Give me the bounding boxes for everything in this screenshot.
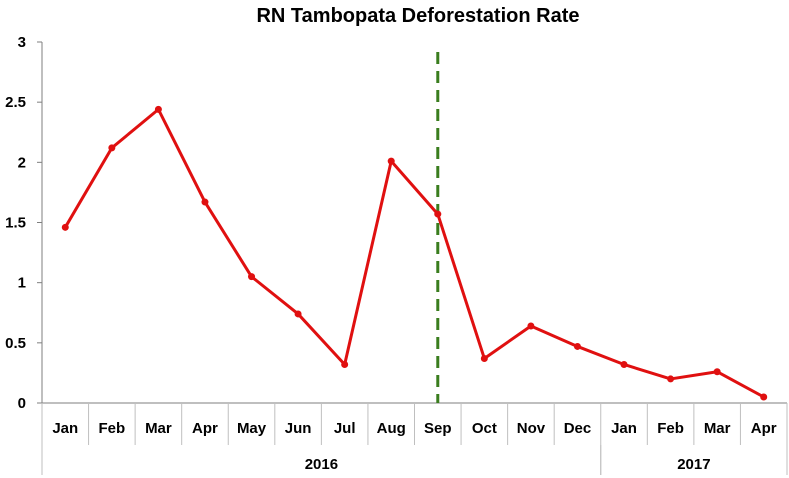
- data-point: [341, 360, 349, 368]
- x-tick-label: Apr: [751, 420, 777, 437]
- data-point: [387, 157, 395, 165]
- x-axis-ticks: Jan Feb Mar Apr May Jun Jul Aug Sep Oct Nov Dec Jan F…: [41, 403, 788, 445]
- x-tick-label: Jan: [611, 420, 637, 437]
- x-tick-label: Oct: [472, 420, 497, 437]
- x-tick-label: Sep: [424, 420, 452, 437]
- series-group: [61, 105, 768, 401]
- data-point: [667, 375, 675, 383]
- series-line: [63, 107, 765, 399]
- x-tick-label: Apr: [192, 420, 218, 437]
- chart-title: RN Tambopata Deforestation Rate: [256, 5, 579, 27]
- y-tick-label: 0.5: [5, 335, 26, 352]
- data-point: [61, 223, 69, 231]
- data-point: [573, 342, 581, 350]
- x-tick-label: Jun: [285, 420, 312, 437]
- y-tick-label: 1.5: [5, 215, 26, 232]
- x-tick-label: Nov: [517, 420, 546, 437]
- x-tick-label: May: [237, 420, 267, 437]
- year-groups: 2016 2017: [41, 445, 788, 475]
- x-tick-label: Jan: [52, 420, 78, 437]
- year-label: 2016: [305, 456, 338, 473]
- axes: [41, 42, 787, 404]
- data-point: [434, 210, 442, 218]
- data-point: [480, 354, 488, 362]
- x-tick-label: Dec: [564, 420, 592, 437]
- x-tick-label: Mar: [145, 420, 172, 437]
- y-tick-label: 2: [18, 154, 26, 171]
- data-point: [527, 322, 535, 330]
- data-point: [108, 144, 116, 152]
- x-tick-label: Feb: [99, 420, 126, 437]
- x-tick-label: Mar: [704, 420, 731, 437]
- data-point: [201, 198, 209, 206]
- data-point: [620, 360, 628, 368]
- x-tick-label: Aug: [377, 420, 406, 437]
- data-point: [713, 368, 721, 376]
- x-tick-label: Feb: [657, 420, 684, 437]
- data-point: [760, 393, 768, 401]
- y-tick-label: 2.5: [5, 94, 26, 111]
- y-tick-label: 1: [18, 275, 26, 292]
- y-tick-label: 0: [18, 395, 26, 412]
- x-tick-label: Jul: [334, 420, 356, 437]
- data-point: [294, 310, 302, 318]
- year-label: 2017: [677, 456, 710, 473]
- y-tick-label: 3: [18, 34, 26, 51]
- data-point: [154, 105, 162, 113]
- data-point: [248, 273, 256, 281]
- y-axis-ticks: 0 0.5 1 1.5 2 2.5 3: [5, 34, 42, 412]
